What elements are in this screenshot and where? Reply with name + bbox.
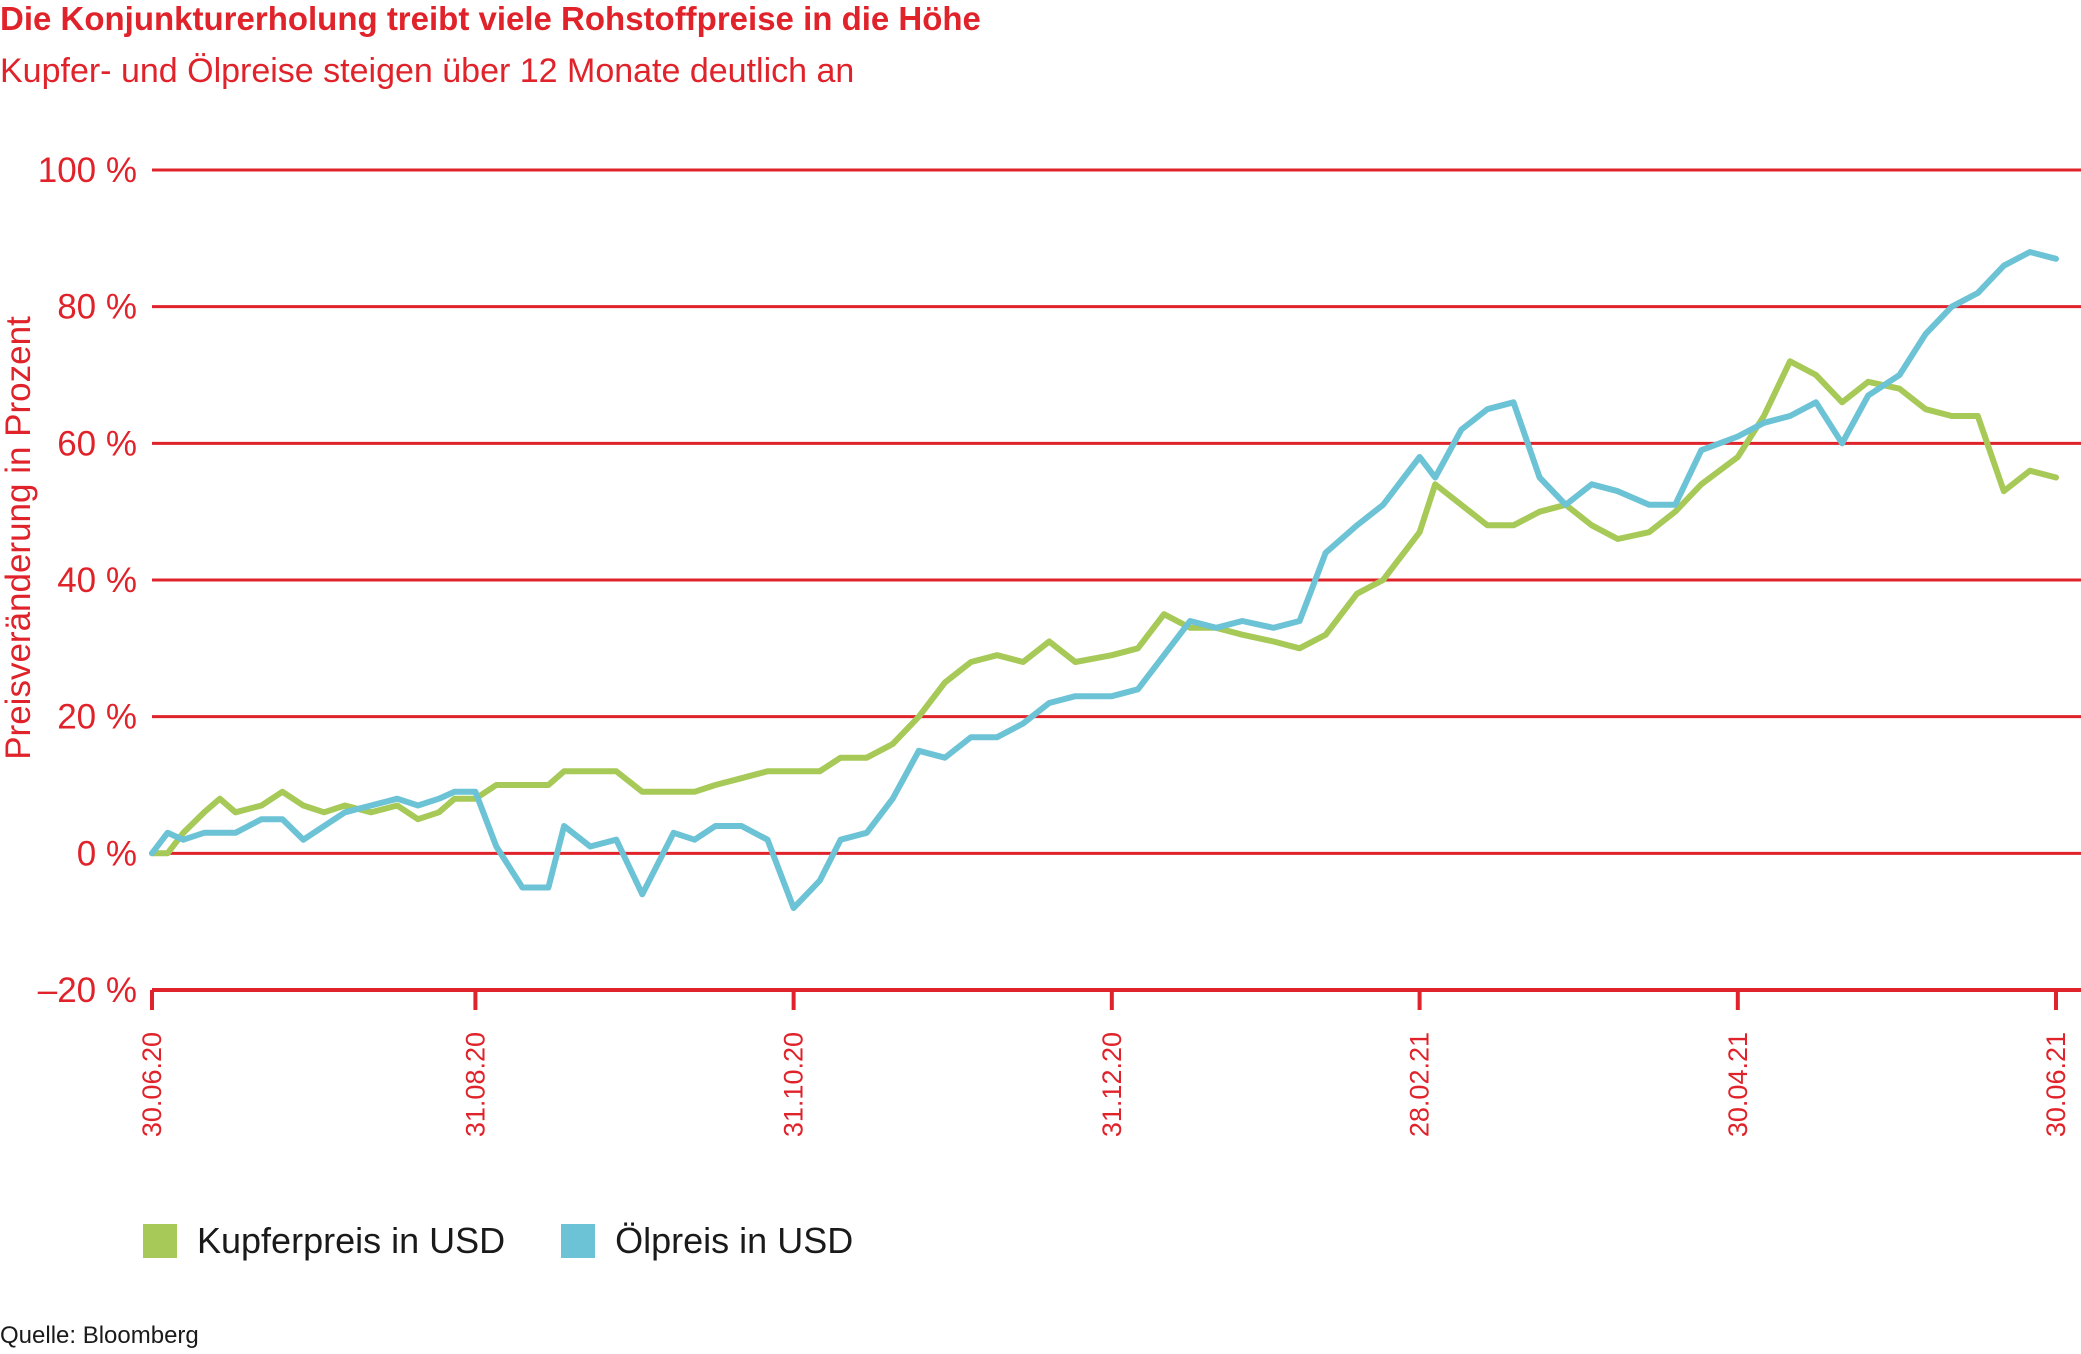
legend-label-copper: Kupferpreis in USD [197,1220,506,1261]
y-axis-tick-labels: –20 % 0 % 20 % 40 % 60 % 80 % 100 % [38,151,137,1010]
y-tick-label: 20 % [57,698,137,737]
legend: Kupferpreis in USD Ölpreis in USD [143,1220,909,1262]
y-tick-label: 80 % [57,288,137,327]
x-tick-label: 31.10.20 [779,1032,809,1137]
y-axis-label: Preisveränderung in Prozent [0,316,38,760]
source-note: Quelle: Bloomberg [0,1322,199,1349]
chart-title: Die Konjunkturerholung treibt viele Rohs… [0,0,981,37]
legend-item-oil: Ölpreis in USD [561,1220,853,1262]
series-lines [149,249,2059,911]
y-tick-label: 60 % [57,424,137,463]
x-tick-label: 30.06.20 [137,1032,167,1137]
x-tick-label: 28.02.21 [1405,1032,1435,1137]
y-tick-label: 0 % [77,834,137,873]
x-tick-label: 30.06.21 [2041,1032,2071,1137]
x-tick-label: 30.04.21 [1723,1032,1753,1137]
y-tick-label: 40 % [57,561,137,600]
x-tick-label: 31.12.20 [1097,1032,1127,1137]
series-line-copper [149,358,2059,857]
chart-subtitle: Kupfer- und Ölpreise steigen über 12 Mon… [0,52,855,90]
legend-label-oil: Ölpreis in USD [615,1220,854,1261]
series-line-oil [149,249,2059,911]
x-axis: 30.06.20 31.08.20 31.10.20 31.12.20 28.02.21… [137,988,2081,1137]
legend-swatch-oil [561,1224,596,1258]
x-tick-label: 31.08.20 [460,1032,490,1137]
legend-item-copper: Kupferpreis in USD [143,1220,505,1262]
grid-lines [152,168,2081,855]
legend-swatch-copper [143,1224,177,1258]
y-tick-label: 100 % [38,151,137,190]
y-tick-label: –20 % [38,971,137,1010]
